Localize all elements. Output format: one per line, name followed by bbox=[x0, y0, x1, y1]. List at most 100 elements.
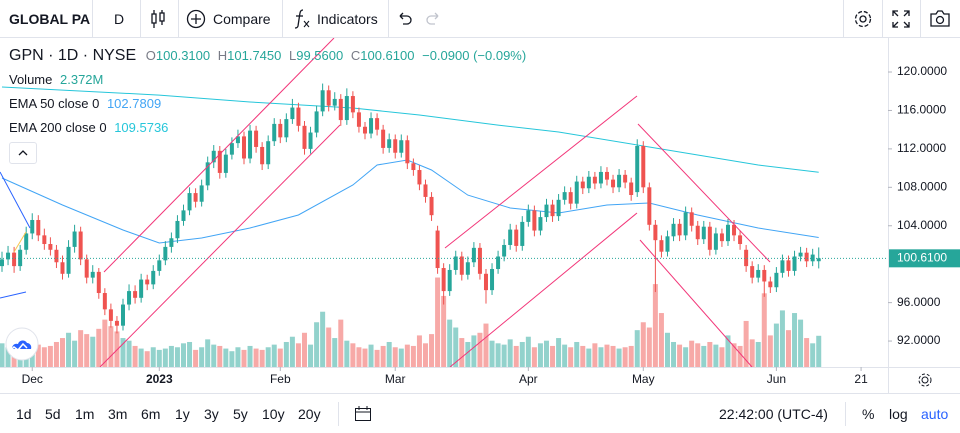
range-button[interactable]: 6m bbox=[141, 406, 161, 422]
date-range-icon[interactable] bbox=[354, 405, 372, 423]
volume-bar bbox=[519, 341, 525, 367]
candle-body bbox=[604, 171, 609, 180]
compare-button[interactable]: Compare bbox=[213, 11, 271, 27]
candle-body bbox=[260, 146, 265, 165]
volume-bar bbox=[743, 320, 749, 367]
range-button[interactable]: 1m bbox=[75, 406, 95, 422]
log-toggle[interactable]: log bbox=[889, 406, 908, 422]
volume-bar bbox=[658, 313, 664, 367]
ema200-value: 109.5736 bbox=[114, 120, 169, 135]
chart-type-icon[interactable] bbox=[149, 9, 167, 29]
volume-bar bbox=[35, 344, 41, 367]
range-button[interactable]: 20y bbox=[298, 406, 321, 422]
volume-bar bbox=[707, 341, 713, 367]
candle-body bbox=[490, 268, 495, 291]
candle-body bbox=[465, 262, 470, 275]
volume-bar bbox=[537, 343, 543, 367]
candle-body bbox=[308, 132, 313, 149]
candle-body bbox=[435, 230, 440, 269]
axis-settings-icon[interactable] bbox=[918, 373, 932, 387]
candle-body bbox=[804, 252, 809, 262]
screenshot-icon[interactable] bbox=[929, 9, 951, 29]
volume-bar bbox=[507, 339, 513, 367]
interval[interactable]: D bbox=[114, 11, 125, 27]
volume-bar bbox=[0, 343, 5, 367]
volume-bar bbox=[531, 347, 537, 367]
candle-body bbox=[290, 107, 295, 120]
candle-body bbox=[42, 235, 47, 245]
indicators-icon[interactable] bbox=[292, 8, 312, 30]
auto-toggle[interactable]: auto bbox=[921, 406, 949, 422]
symbol[interactable]: GLOBAL PA bbox=[9, 11, 91, 27]
volume-bar bbox=[471, 335, 477, 367]
volume-bar bbox=[289, 336, 295, 367]
range-button[interactable]: 3m bbox=[108, 406, 128, 422]
footer: 22:42:00 (UTC-4) % log auto 1d 5d 1m 3m 6m 1y… bbox=[0, 393, 960, 433]
candle-body bbox=[586, 176, 591, 189]
volume-bar bbox=[344, 340, 350, 367]
range-button[interactable]: 3y bbox=[204, 406, 219, 422]
range-button[interactable]: 1d bbox=[16, 406, 32, 422]
range-button[interactable]: 10y bbox=[262, 406, 285, 422]
candle-body bbox=[568, 192, 573, 204]
volume-bar bbox=[773, 323, 779, 367]
volume-bar bbox=[550, 345, 556, 367]
candle-body bbox=[635, 146, 640, 193]
volume-bar bbox=[223, 348, 229, 367]
ema50-value: 102.7809 bbox=[106, 96, 162, 111]
volume-bar bbox=[422, 343, 428, 367]
volume-bar bbox=[798, 319, 804, 367]
volume-bar bbox=[543, 340, 549, 367]
candle-body bbox=[538, 217, 543, 231]
volume-bar bbox=[634, 330, 640, 367]
volume-value: 2.372M bbox=[60, 72, 104, 87]
x-tick-label: Mar bbox=[385, 372, 406, 386]
candle-body bbox=[12, 252, 17, 267]
drawings bbox=[0, 38, 771, 367]
indicators-button[interactable]: Indicators bbox=[317, 11, 378, 27]
candle-body bbox=[151, 270, 156, 285]
volume-bar bbox=[66, 332, 72, 367]
candle-body bbox=[526, 210, 531, 222]
volume-bar bbox=[435, 277, 441, 367]
candle-body bbox=[314, 111, 319, 133]
volume-bar bbox=[332, 338, 338, 367]
volume-bar bbox=[314, 322, 320, 367]
volume-bar bbox=[338, 319, 344, 367]
undo-icon[interactable] bbox=[396, 11, 414, 27]
trend-line bbox=[639, 239, 753, 367]
candle-body bbox=[665, 236, 670, 252]
redo-icon[interactable] bbox=[424, 11, 442, 27]
percent-toggle[interactable]: % bbox=[862, 406, 875, 422]
volume-bar bbox=[138, 348, 144, 367]
candle-body bbox=[272, 123, 277, 142]
volume-bar bbox=[380, 345, 386, 367]
candle-body bbox=[756, 269, 761, 278]
volume-bar bbox=[84, 334, 90, 367]
range-button[interactable]: 1y bbox=[175, 406, 190, 422]
candle-body bbox=[393, 139, 398, 153]
fullscreen-icon[interactable] bbox=[891, 9, 911, 29]
volume-bar bbox=[489, 340, 495, 367]
volume-bar bbox=[562, 344, 568, 367]
candle-body bbox=[459, 256, 464, 275]
candle-body bbox=[381, 129, 386, 148]
collapse-button[interactable] bbox=[9, 142, 37, 164]
range-button[interactable]: 5d bbox=[45, 406, 61, 422]
volume-bar bbox=[713, 344, 719, 367]
close-value: 100.6100 bbox=[360, 48, 415, 63]
volume-bar bbox=[205, 339, 211, 367]
candle-body bbox=[344, 96, 349, 121]
settings-icon[interactable] bbox=[852, 8, 874, 30]
y-tick-label: 116.0000 bbox=[897, 103, 946, 117]
volume-bar bbox=[386, 341, 392, 367]
range-button[interactable]: 5y bbox=[233, 406, 248, 422]
compare-icon[interactable] bbox=[186, 9, 206, 29]
volume-bar bbox=[785, 330, 791, 367]
trend-line bbox=[13, 231, 27, 253]
volume-bar bbox=[586, 348, 592, 367]
candle-body bbox=[399, 140, 404, 153]
volume-bar bbox=[677, 344, 683, 367]
open-label: O bbox=[145, 48, 156, 63]
